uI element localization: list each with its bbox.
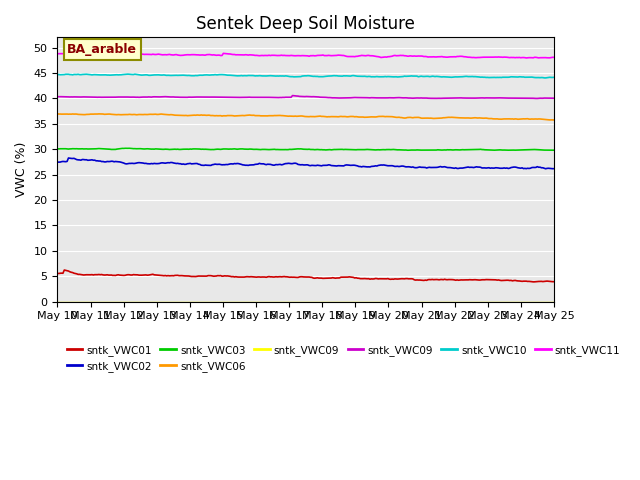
Text: BA_arable: BA_arable <box>67 43 138 56</box>
Y-axis label: VWC (%): VWC (%) <box>15 142 28 197</box>
Title: Sentek Deep Soil Moisture: Sentek Deep Soil Moisture <box>196 15 415 33</box>
Legend: sntk_VWC01, sntk_VWC02, sntk_VWC03, sntk_VWC06, sntk_VWC09, sntk_VWC09, sntk_VWC: sntk_VWC01, sntk_VWC02, sntk_VWC03, sntk… <box>63 340 625 376</box>
